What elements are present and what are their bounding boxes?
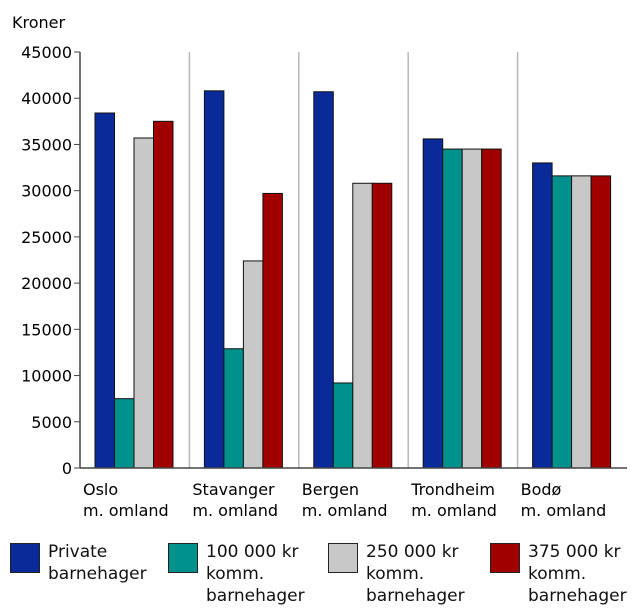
bar [371,182,393,469]
bars [94,90,612,469]
axes [79,52,627,469]
x-tick-label: m. omland [411,501,497,520]
x-tick-label: Trondheim [410,480,495,499]
y-tick-label: 15000 [21,320,72,339]
bar [532,162,553,469]
x-tick-label: m. omland [192,501,278,520]
legend-label-375000: 375 000 kr komm. barnehager [528,542,627,606]
x-axis-tick-labels: Oslo m. omland Stavanger m. omland Bergen m. … [83,480,606,520]
category-gridlines [188,52,519,468]
bar [481,148,502,469]
legend-label-private: Private barnehager [48,542,147,584]
bar [313,91,334,469]
y-tick-label: 35000 [21,135,72,154]
legend: Private barnehager 100 000 kr komm. barn… [0,541,635,613]
x-tick-label: m. omland [521,501,607,520]
y-tick-label: 25000 [21,228,72,247]
bar [422,138,444,469]
x-tick-label: m. omland [83,501,169,520]
bar [352,182,373,469]
bar-chart: Kroner 0 5000 10000 15000 20000 25000 30000 350… [12,13,627,520]
x-tick-label: Bergen [302,480,359,499]
legend-item-250000: 250 000 kr komm. barnehager [328,541,465,607]
y-axis-label: Kroner [12,13,65,32]
bar [153,120,174,469]
bar [590,175,612,469]
bar [242,260,264,469]
y-tick-label: 45000 [21,43,72,62]
x-tick-label: Bodø [521,480,562,499]
legend-item-375000: 375 000 kr komm. barnehager [490,541,627,607]
y-tick-label: 30000 [21,182,72,201]
bar [551,175,573,469]
x-tick-label: Stavanger [192,480,275,499]
bar [223,348,244,469]
legend-item-100000: 100 000 kr komm. barnehager [168,541,305,607]
legend-label-250000: 250 000 kr komm. barnehager [366,542,465,606]
bar [114,398,135,469]
x-tick-label: Oslo [83,480,118,499]
bar [332,382,354,469]
legend-swatch-375000 [490,543,520,573]
y-axis-ticks: 0 5000 10000 15000 20000 25000 30000 35000 40000… [21,43,80,478]
bar [571,175,592,469]
bar [133,137,154,469]
y-tick-label: 0 [62,459,72,478]
bar [442,148,463,469]
y-tick-label: 5000 [31,413,72,432]
legend-swatch-250000 [328,543,358,573]
y-tick-label: 40000 [21,89,72,108]
y-tick-label: 20000 [21,274,72,293]
x-tick-label: m. omland [302,501,388,520]
y-tick-label: 10000 [21,367,72,386]
legend-item-private: Private barnehager [10,541,147,585]
bar [94,112,115,469]
legend-swatch-private [10,543,40,573]
bar [262,192,283,469]
legend-swatch-100000 [168,543,198,573]
bar [203,90,225,469]
legend-label-100000: 100 000 kr komm. barnehager [206,542,305,606]
bar [461,148,483,469]
